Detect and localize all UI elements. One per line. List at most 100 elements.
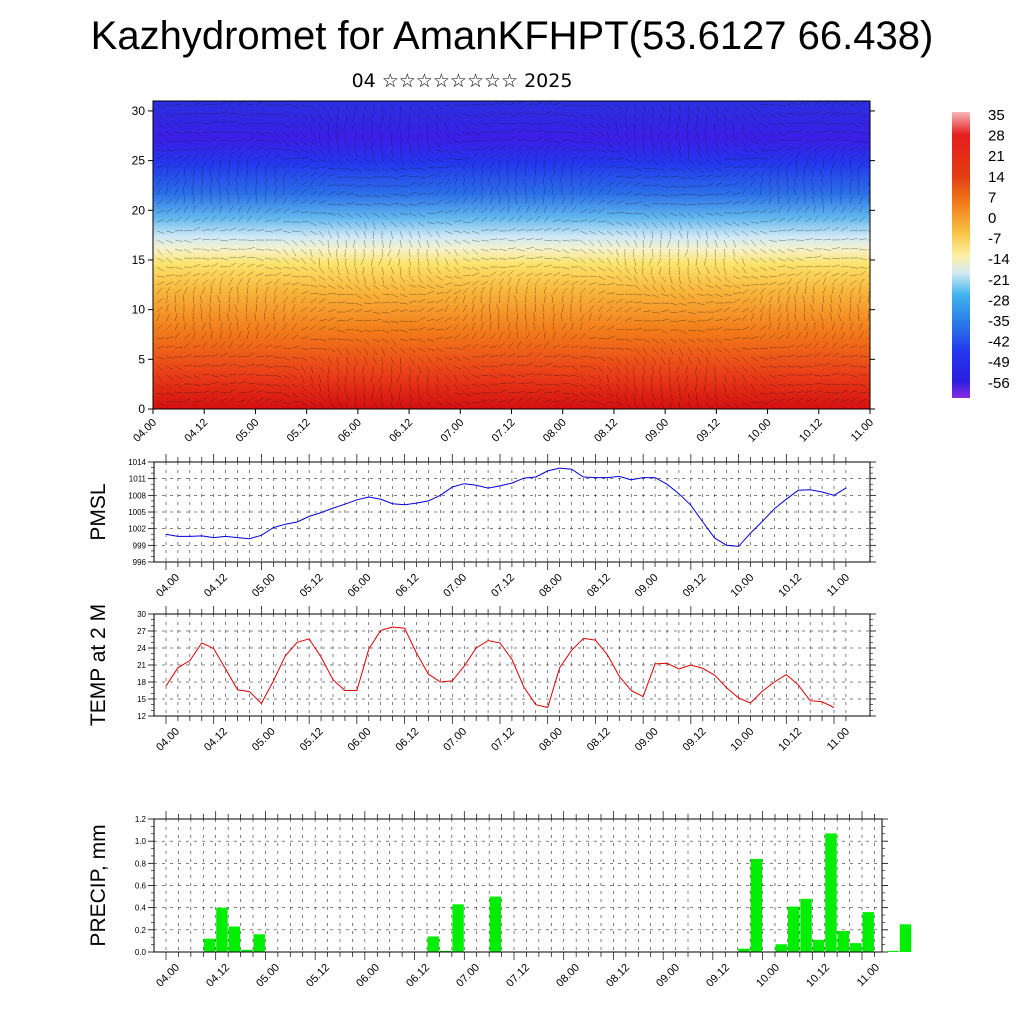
wind-barb: [525, 304, 527, 313]
wind-barb: [174, 113, 183, 116]
wind-barb: [795, 229, 804, 232]
wind-barb: [345, 284, 353, 290]
wind-barb: [219, 131, 228, 134]
wind-barb: [786, 391, 795, 394]
wind-barb: [822, 362, 831, 367]
wind-barb: [795, 215, 802, 223]
wind-barb: [453, 257, 459, 265]
wind-barb: [345, 230, 351, 239]
wind-barb: [309, 298, 317, 304]
wind-barb: [353, 374, 356, 383]
wind-barb: [228, 216, 236, 223]
wind-barb: [408, 158, 415, 166]
wind-barb: [588, 170, 594, 178]
wind-barb: [235, 187, 239, 196]
wind-barb: [327, 140, 331, 149]
wind-barb: [156, 275, 165, 278]
wind-barb: [219, 160, 221, 169]
wind-barb: [209, 295, 212, 304]
wind-barb: [750, 104, 758, 111]
wind-barb: [507, 216, 515, 223]
wind-barb: [165, 304, 169, 313]
wind-barb: [156, 155, 165, 160]
wind-barb: [417, 266, 421, 275]
wind-barb: [723, 104, 729, 113]
wind-barb: [840, 355, 849, 358]
wind-barb: [462, 333, 470, 340]
wind-barb: [480, 286, 485, 295]
wind-barb: [255, 146, 264, 151]
wind-barb: [525, 332, 531, 340]
wind-barb: [237, 342, 245, 349]
wind-barb: [552, 313, 555, 322]
wind-barb: [516, 340, 522, 349]
wind-barb: [372, 248, 374, 257]
wind-barb: [255, 295, 259, 304]
wind-barb: [273, 147, 282, 151]
wind-barb: [543, 227, 552, 232]
wind-barb: [732, 275, 741, 280]
wind-barb: [849, 160, 851, 169]
precip-bar: [427, 936, 439, 952]
wind-barb: [831, 206, 837, 214]
wind-barb: [705, 140, 709, 149]
wind-barb: [750, 336, 759, 340]
wind-barb: [327, 158, 335, 164]
wind-barb: [471, 131, 480, 135]
wind-barb: [417, 230, 421, 239]
wind-barb: [390, 275, 395, 284]
wind-barb: [786, 273, 795, 277]
wind-barb: [201, 147, 210, 151]
wind-barb: [804, 270, 812, 277]
wind-barb: [453, 295, 458, 304]
wind-barb: [282, 401, 291, 405]
wind-barb: [750, 113, 756, 121]
wind-barb: [597, 401, 606, 406]
wind-barb: [345, 212, 353, 218]
wind-barb: [354, 149, 358, 158]
wind-barb: [291, 140, 299, 146]
wind-barb: [687, 284, 695, 291]
wind-barb: [606, 275, 615, 279]
wind-barb: [633, 140, 636, 149]
wind-barb: [705, 374, 707, 383]
wind-barb: [309, 113, 315, 122]
wind-barb: [435, 374, 439, 383]
wind-barb: [174, 332, 180, 340]
wind-barb: [822, 101, 831, 106]
wind-barb: [388, 383, 392, 392]
wind-barb: [381, 248, 383, 257]
wind-barb: [191, 187, 194, 196]
wind-barb: [462, 113, 471, 117]
wind-barb: [642, 401, 647, 409]
wind-barb: [237, 205, 242, 214]
wind-barb: [561, 344, 570, 349]
wind-barb: [174, 156, 183, 160]
wind-barb: [309, 257, 316, 265]
wind-barb: [579, 169, 583, 178]
wind-barb: [354, 302, 363, 306]
wind-barb: [264, 152, 270, 160]
wind-barb: [786, 228, 795, 232]
wind-barb: [660, 113, 664, 122]
wind-barb: [678, 113, 681, 122]
wind-barb: [282, 282, 291, 286]
wind-barb: [723, 338, 732, 341]
wind-barb: [489, 238, 498, 241]
wind-barb: [516, 215, 522, 223]
wind-barb: [525, 112, 534, 115]
wind-barb: [514, 187, 518, 196]
wind-barb: [651, 184, 660, 187]
wind-barb: [822, 271, 830, 277]
wind-barb: [624, 158, 633, 162]
wind-barb: [777, 313, 782, 322]
x-tick-label: 06.00: [354, 962, 382, 990]
y-tick-label: 1.2: [135, 815, 147, 824]
panel-frame: [153, 613, 871, 717]
wind-barb: [525, 362, 534, 367]
wind-barb: [830, 304, 833, 313]
wind-barb: [282, 157, 291, 160]
wind-barb: [552, 344, 561, 349]
wind-barb: [444, 356, 453, 361]
wind-barb: [525, 272, 534, 277]
